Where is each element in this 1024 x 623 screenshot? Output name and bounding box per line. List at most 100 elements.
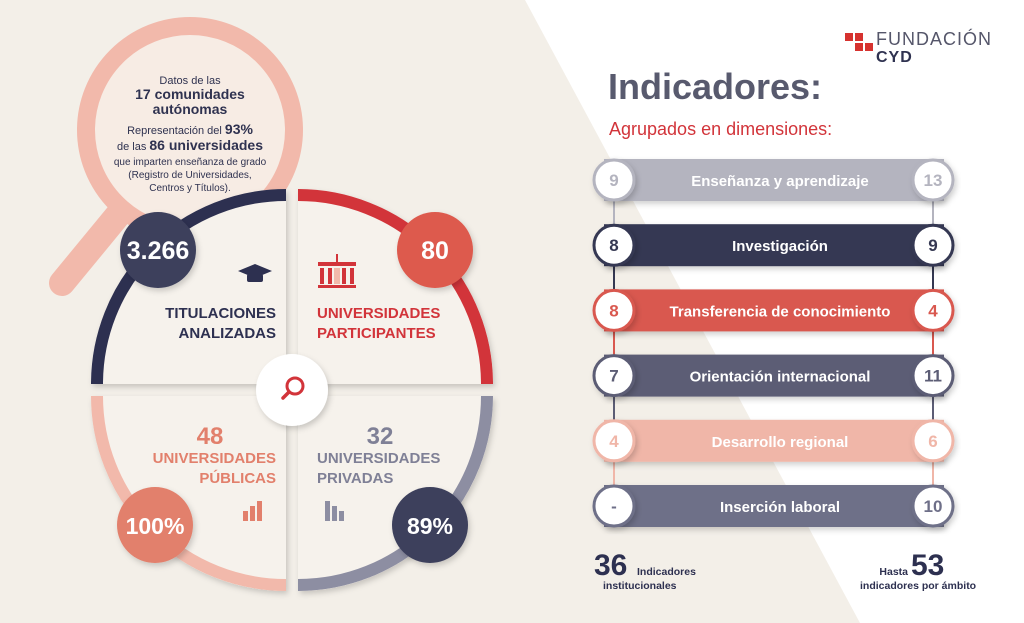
indicator-bar xyxy=(604,354,944,397)
intro-text: Datos de las xyxy=(159,75,221,87)
quadrants xyxy=(91,189,493,591)
logo-text: FUNDACIÓN xyxy=(876,28,992,49)
logo-text: CYD xyxy=(876,49,913,66)
quadrant-label: UNIVERSIDADES xyxy=(317,450,440,467)
intro-text: de las 86 universidades xyxy=(117,137,263,153)
footer-text: institucionales xyxy=(603,580,677,592)
intro-text: Centros y Títulos). xyxy=(149,183,231,194)
quadrant xyxy=(298,189,493,384)
number-circle xyxy=(397,212,473,288)
number-circle xyxy=(120,212,196,288)
indicator-bar xyxy=(604,159,944,201)
quadrant xyxy=(91,189,286,384)
center-circle xyxy=(256,354,328,426)
footer-text: Hasta xyxy=(879,566,908,578)
graduation-icon xyxy=(238,264,272,282)
indicator-count: 10 xyxy=(924,497,943,516)
indicator-count: 8 xyxy=(609,301,618,320)
intro-text: 86 universidades xyxy=(149,137,263,153)
icon-shape xyxy=(247,274,263,282)
indicator-circle xyxy=(911,158,955,202)
intro-text: de las xyxy=(117,141,149,153)
intro-text: Representación del xyxy=(127,125,225,137)
number-value: 100% xyxy=(126,513,185,539)
quadrant-label: PARTICIPANTES xyxy=(317,325,436,342)
icon-shape xyxy=(332,506,337,521)
indicator-circle xyxy=(592,484,636,528)
magnifier-handle xyxy=(49,202,131,296)
icon-shape xyxy=(243,511,248,521)
indicator-count: - xyxy=(611,497,617,516)
indicator-count: 4 xyxy=(928,301,938,320)
indicator-circle xyxy=(911,223,955,267)
bar-icon xyxy=(243,501,262,521)
indicator-count: 13 xyxy=(924,171,943,190)
indicator-count: 11 xyxy=(924,367,942,386)
number-circle xyxy=(392,487,468,563)
number-labels: 3.266 80 100% 89% xyxy=(126,237,453,539)
icon-shape xyxy=(257,501,262,521)
icon-shape xyxy=(328,268,332,284)
indicators-title: Indicadores: xyxy=(608,66,822,107)
indicator-count: 9 xyxy=(609,171,618,190)
intro-text: Representación del 93% xyxy=(127,121,253,137)
indicator-count: 6 xyxy=(928,432,937,451)
indicator-circle xyxy=(911,419,955,463)
quadrant-label: PÚBLICAS xyxy=(199,469,276,487)
footer-text: indicadores por ámbito xyxy=(860,580,976,592)
number-value: 89% xyxy=(407,513,453,539)
quadrant xyxy=(298,396,493,591)
quadrant-labels: TITULACIONES ANALIZADAS UNIVERSIDADES PA… xyxy=(153,305,441,487)
footer-text: Indicadores xyxy=(637,566,696,578)
indicator-name: Orientación internacional xyxy=(690,369,871,386)
indicator-rows: Enseñanza y aprendizaje 9 13 Investigación 8… xyxy=(592,158,955,528)
quadrant-count: 32 xyxy=(367,423,394,450)
indicator-bar xyxy=(604,224,944,267)
quadrant-label: UNIVERSIDADES xyxy=(317,305,440,322)
icon-shape xyxy=(325,501,330,521)
number-value: 3.266 xyxy=(127,237,190,265)
indicator-bar xyxy=(604,419,944,462)
intro-text: 17 comunidades xyxy=(135,86,245,102)
icon-shape xyxy=(318,285,356,288)
quadrant-count: 48 xyxy=(197,423,224,450)
intro-text: que imparten enseñanza de grado xyxy=(114,157,267,168)
intro-text: autónomas xyxy=(153,101,228,117)
indicator-count: 4 xyxy=(609,432,619,451)
icon-shape xyxy=(342,268,346,284)
logo-square xyxy=(865,43,873,51)
icon-shape xyxy=(320,268,324,284)
quadrant xyxy=(91,396,286,591)
number-circles xyxy=(117,212,473,563)
quadrant-label: PRIVADAS xyxy=(317,470,393,487)
icon-shape xyxy=(350,268,354,284)
indicator-name: Transferencia de conocimiento xyxy=(670,303,891,320)
icon-shape xyxy=(238,264,272,278)
indicators-footer: 36 Indicadores institucionales Hasta 53 … xyxy=(594,549,976,592)
search-icon-lens xyxy=(285,376,305,396)
logo-square xyxy=(855,33,863,41)
indicators-subtitle: Agrupados en dimensiones: xyxy=(609,119,832,139)
indicator-name: Investigación xyxy=(732,238,828,255)
logo: FUNDACIÓN CYD xyxy=(845,28,992,66)
icon-shape xyxy=(318,262,356,266)
intro: Datos de las 17 comunidades autónomas Re… xyxy=(114,75,267,194)
number-circle xyxy=(117,487,193,563)
indicator-circle xyxy=(592,288,636,332)
indicator-count: 8 xyxy=(609,236,618,255)
indicator-circle xyxy=(592,354,636,398)
quadrant-label: TITULACIONES xyxy=(165,305,276,322)
number-value: 80 xyxy=(421,237,449,265)
indicator-circle xyxy=(911,288,955,332)
icon-shape xyxy=(334,268,340,284)
indicator-count: 9 xyxy=(928,236,937,255)
indicator-bar xyxy=(604,289,944,332)
indicator-circle xyxy=(592,158,636,202)
quadrant-label: UNIVERSIDADES xyxy=(153,450,276,467)
icon-shape xyxy=(250,506,255,521)
indicator-circle xyxy=(592,419,636,463)
indicator-circle xyxy=(911,354,955,398)
indicator-name: Inserción laboral xyxy=(720,499,840,516)
